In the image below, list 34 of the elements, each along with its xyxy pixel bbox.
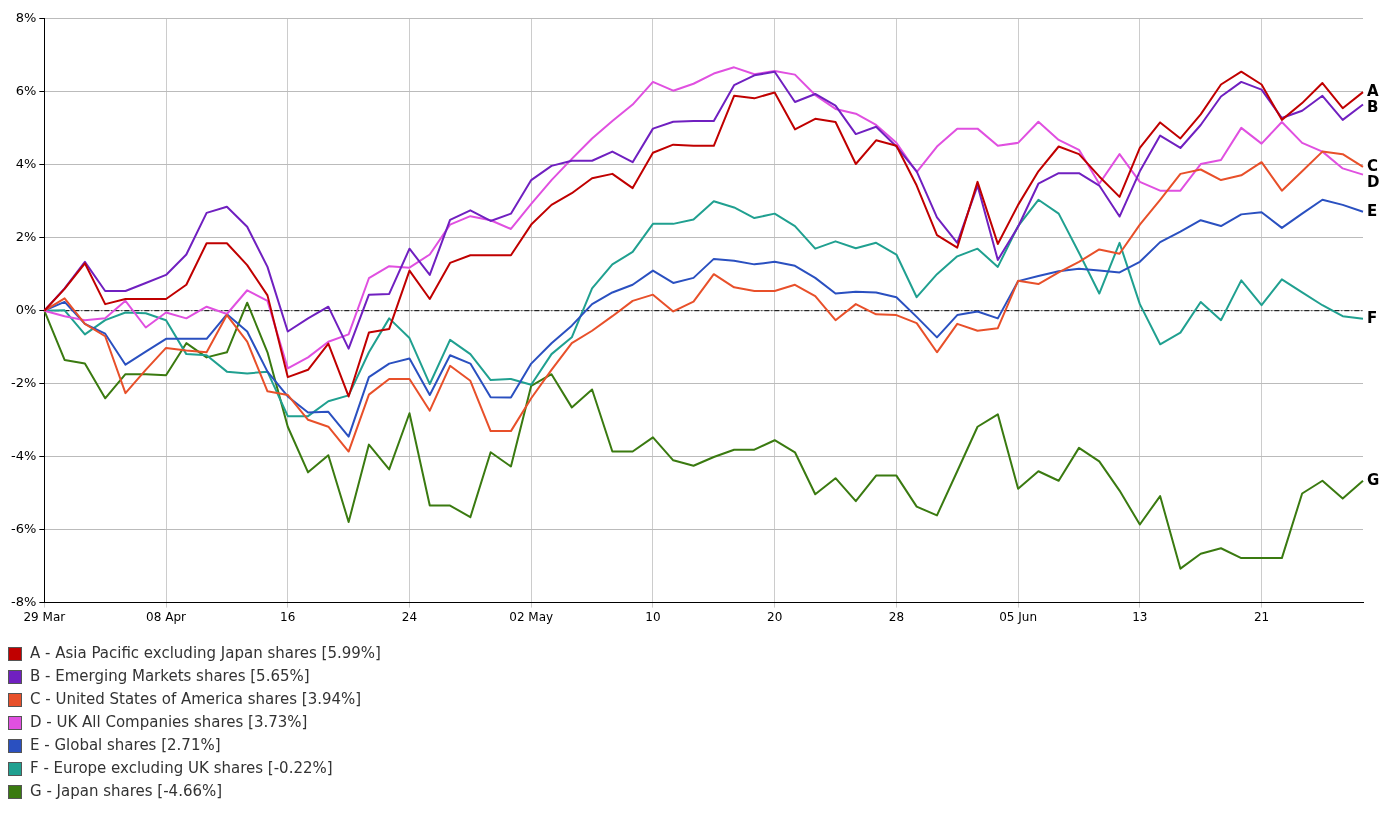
y-tick-label: -2%	[10, 375, 37, 391]
legend-label: B - Emerging Markets shares [5.65%]	[30, 666, 310, 687]
text: A	[1367, 82, 1379, 101]
legend-label: F - Europe excluding UK shares [-0.22%]	[30, 758, 333, 779]
y-tick-label: 6%	[15, 83, 37, 99]
y-tick-label: -4%	[10, 448, 37, 464]
y-tick-label: 4%	[15, 156, 37, 172]
text: E	[1367, 201, 1378, 220]
text: F	[1367, 308, 1378, 327]
x-tick-label: 13	[1132, 609, 1148, 624]
x-tick-label: 28	[888, 609, 905, 624]
legend-label: D - UK All Companies shares [3.73%]	[30, 712, 308, 733]
x-tick-label: 20	[767, 609, 783, 624]
y-tick-label: 8%	[15, 10, 37, 26]
legend-label: E - Global shares [2.71%]	[30, 735, 221, 756]
text: G	[1367, 470, 1380, 489]
x-tick-label: 08 Apr	[146, 609, 187, 624]
y-tick-label: 2%	[15, 229, 37, 245]
legend-label: G - Japan shares [-4.66%]	[30, 781, 223, 802]
y-tick-label: 0%	[15, 302, 37, 318]
x-tick-label: 24	[401, 609, 418, 624]
legend-label: C - United States of America shares [3.94%]	[30, 689, 362, 710]
x-tick-label: 02 May	[509, 609, 554, 624]
text: C	[1367, 156, 1379, 175]
y-tick-label: -8%	[10, 593, 37, 609]
x-tick-label: 05 Jun	[999, 609, 1038, 624]
legend-label: A - Asia Pacific excluding Japan shares [5.99%]	[30, 643, 381, 664]
x-tick-label: 16	[280, 609, 296, 624]
text: D	[1367, 172, 1380, 191]
text: B	[1367, 98, 1379, 117]
y-tick-label: -6%	[10, 521, 37, 536]
x-tick-label: 29 Mar	[23, 609, 66, 624]
x-tick-label: 21	[1253, 609, 1270, 624]
x-tick-label: 10	[645, 609, 661, 624]
